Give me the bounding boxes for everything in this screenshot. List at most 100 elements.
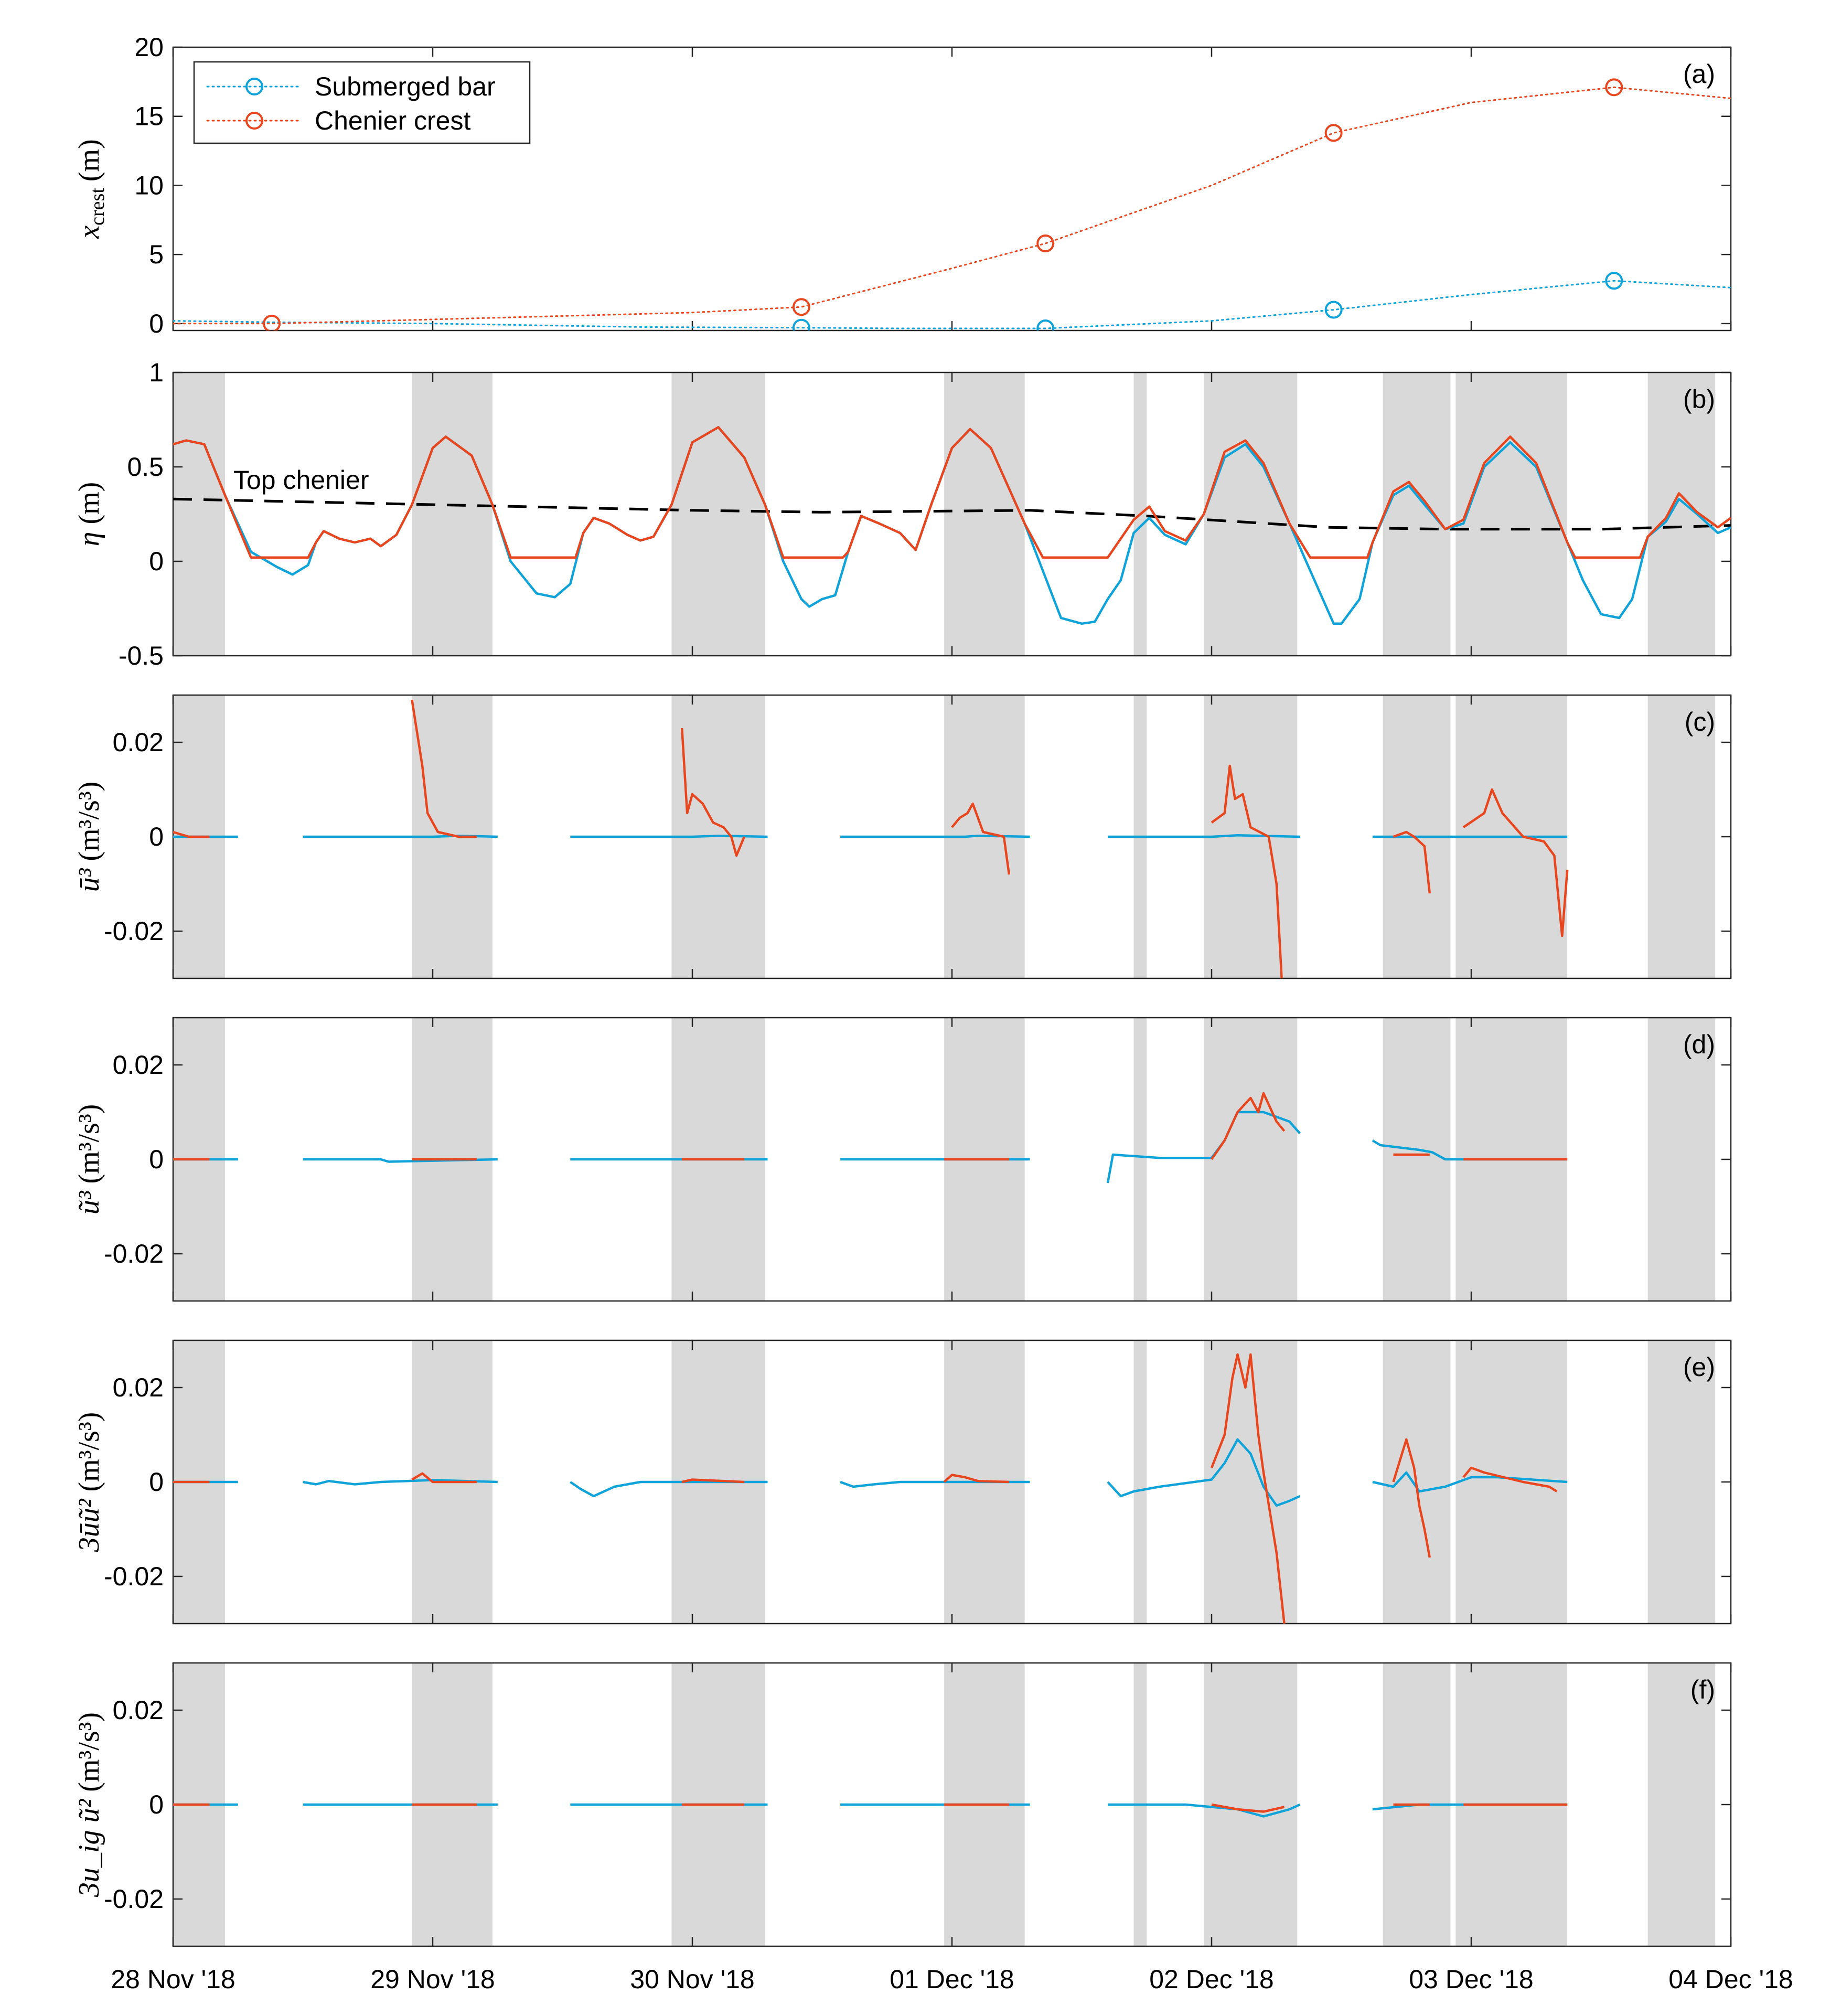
plot-area [173,78,1731,330]
shaded-interval [1647,1340,1716,1624]
plot-area [173,1803,1568,1818]
legend-entry: Submerged bar [315,72,496,101]
y-tick-label: 1 [149,358,164,387]
chenier-crest-segment [1210,1353,1286,1624]
y-tick-label: 0 [149,547,164,576]
panel-label: (b) [1683,385,1715,414]
chenier-crest-segment [1211,1092,1286,1160]
y-tick-label: 5 [149,240,164,269]
y-tick-label: 0 [149,1790,164,1819]
chenier-crest-segment [173,830,210,838]
y-tick-label: -0.02 [104,1239,164,1268]
label-part: (m) [73,482,105,525]
chenier-crest-segment [1393,830,1431,894]
panel-label: (a) [1683,59,1715,89]
panel-c: -0.02 0 0.02 (c) ū³ (m³/s³) [73,694,1732,979]
legend-box [193,61,531,144]
y-tick-label: 0.02 [113,1695,164,1725]
chenier-crest-segment [943,1474,1009,1484]
y-axis-label: η (m) [73,482,105,547]
y-axis-label: ū³ (m³/s³) [73,782,105,892]
chenier-crest-marker [1605,78,1623,97]
panel-label: (c) [1685,707,1715,737]
y-tick-label: 0 [149,1145,164,1174]
label-part: ū³ [73,868,105,892]
label-part: (m³/s³) [73,1104,105,1184]
y-tick-label: 20 [134,33,164,62]
label-part: (m) [73,139,105,182]
submerged-bar-segment [1372,1471,1568,1493]
label-part: x [73,226,105,239]
y-axis-label: xcrest (m) [73,139,109,239]
submerged-bar-marker [1605,272,1623,290]
y-tick-label: 0 [149,309,164,338]
plot-area [173,1353,1568,1624]
label-part: 3u_ig ũ² [73,1799,105,1898]
submerged-bar-segment [840,1480,1030,1488]
shaded-interval [944,372,1025,656]
chenier-crest-marker [792,298,810,316]
shaded-interval [671,372,765,656]
label-part: crest [87,188,109,226]
chenier-crest-segment [680,728,746,857]
x-tick-label: 01 Dec '18 [890,1965,1014,1994]
chenier-crest-segment [681,1478,745,1484]
y-tick-label: 0.02 [113,728,164,757]
y-tick-label: 10 [134,170,164,200]
plot-area [173,1092,1568,1183]
chenier-crest-segment [411,699,477,838]
shaded-interval [1204,1663,1298,1946]
plot-area [173,426,1731,625]
shaded-interval [1647,1663,1716,1946]
y-tick-label: -0.02 [104,916,164,946]
chenier-crest-marker [263,314,281,330]
label-part: (m³/s³) [73,1712,105,1792]
y-tick-label: -0.5 [119,641,164,670]
panel-label: (f) [1690,1675,1715,1704]
y-tick-label: -0.02 [104,1884,164,1914]
chenier-crest-line [173,86,1731,325]
shaded-interval [412,372,493,656]
panel-label: (d) [1683,1030,1715,1059]
shaded-interval [1383,1018,1451,1301]
x-tick-label: 30 Nov '18 [630,1965,754,1994]
panel-label: (e) [1683,1352,1715,1382]
shaded-interval [1455,1340,1568,1624]
shaded-interval [1133,1340,1147,1624]
label-part: (m³/s³) [73,1412,105,1492]
legend-entry: Chenier crest [315,106,470,135]
chenier-crest-line [173,426,1731,559]
y-tick-label: -0.02 [104,1562,164,1591]
x-tick-labels: 28 Nov '18 29 Nov '18 30 Nov '18 01 Dec '18… [111,1965,1793,1994]
submerged-bar-segment [303,834,498,838]
shaded-interval [1204,1018,1298,1301]
y-tick-label: 0.02 [113,1373,164,1402]
panel-a: 0 5 10 15 20 (a) xcrest (m) Submerged bar Chenier… [73,33,1732,338]
legend-marker [245,112,263,130]
chenier-crest-segment [951,802,1011,875]
label-part: (m³/s³) [73,782,105,861]
submerged-bar-segment [303,1479,498,1486]
chenier-crest-segment [1211,1803,1285,1813]
x-tick-label: 28 Nov '18 [111,1965,235,1994]
label-part: ũ³ [73,1190,105,1214]
shaded-interval [173,372,225,656]
y-axis-label: ũ³ (m³/s³) [73,1104,105,1215]
y-tick-label: 0 [149,822,164,851]
shaded-interval [1204,372,1298,656]
shaded-interval [1133,1018,1147,1301]
legend: Submerged bar Chenier crest [193,61,531,144]
y-tick-label: 0.5 [127,452,164,482]
submerged-bar-marker [1324,301,1343,319]
submerged-bar-segment [570,1480,768,1498]
submerged-bar-marker [792,318,810,330]
y-axis-label: 3u_ig ũ² (m³/s³) [73,1712,105,1897]
submerged-bar-line [173,280,1731,329]
x-tick-label: 04 Dec '18 [1668,1965,1793,1994]
submerged-bar-segment [1107,1438,1301,1507]
submerged-bar-marker [1036,319,1055,330]
x-tick-label: 03 Dec '18 [1409,1965,1533,1994]
chenier-crest-marker [1324,124,1343,142]
shaded-interval [1647,372,1716,656]
label-part: 3ūũ² [73,1498,105,1552]
